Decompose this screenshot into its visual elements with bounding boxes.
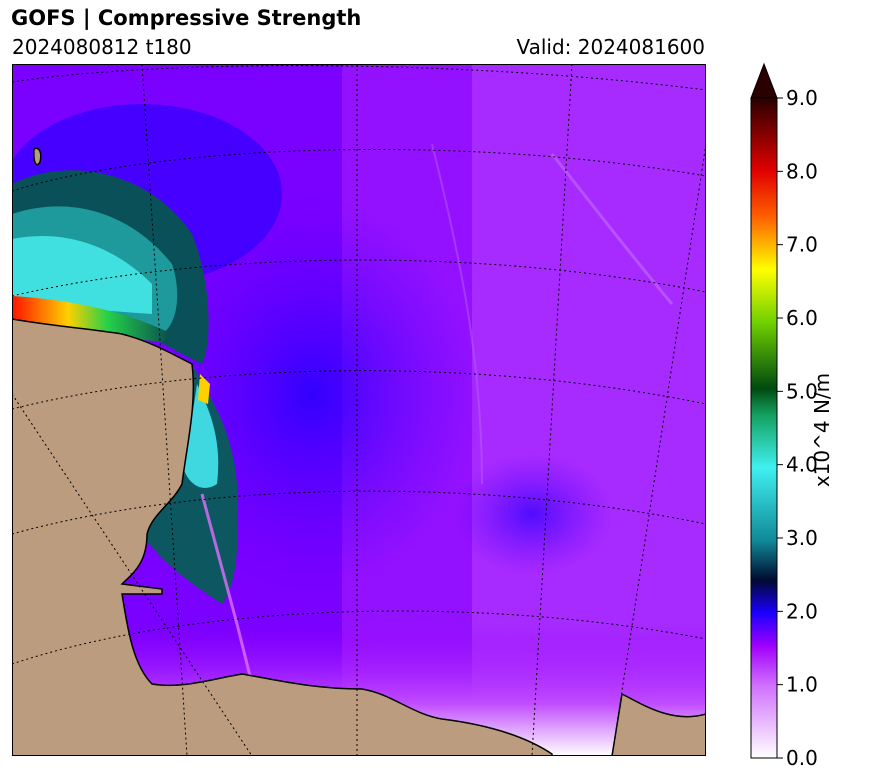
figure-title: GOFS | Compressive Strength <box>11 6 362 30</box>
init-time-label: 2024080812 t180 <box>12 35 192 59</box>
colorbar-tick-label: 0.0 <box>786 746 818 770</box>
colorbar-tick-label: 9.0 <box>786 86 818 110</box>
graticule <box>12 64 706 756</box>
colorbar-tick-label: 7.0 <box>786 233 818 257</box>
colorbar-tick-label: 8.0 <box>786 159 818 183</box>
colorbar-gradient <box>750 97 778 759</box>
colorbar-tick-label: 5.0 <box>786 379 818 403</box>
colorbar-tick-label: 4.0 <box>786 453 818 477</box>
colorbar-units-label: x10^4 N/m <box>810 372 834 488</box>
colorbar: 0.0 1.0 2.0 3.0 4.0 5.0 6.0 7.0 8.0 9.0 <box>750 62 818 770</box>
colorbar-tick-label: 6.0 <box>786 306 818 330</box>
valid-time-label: Valid: 2024081600 <box>516 35 705 59</box>
colorbar-tick-label: 3.0 <box>786 526 818 550</box>
colorbar-tick-label: 1.0 <box>786 673 818 697</box>
map-panel <box>12 64 706 756</box>
colorbar-extend-arrow <box>750 62 778 99</box>
land-area <box>12 318 553 756</box>
island <box>33 147 42 166</box>
colorbar-tick-label: 2.0 <box>786 599 818 623</box>
